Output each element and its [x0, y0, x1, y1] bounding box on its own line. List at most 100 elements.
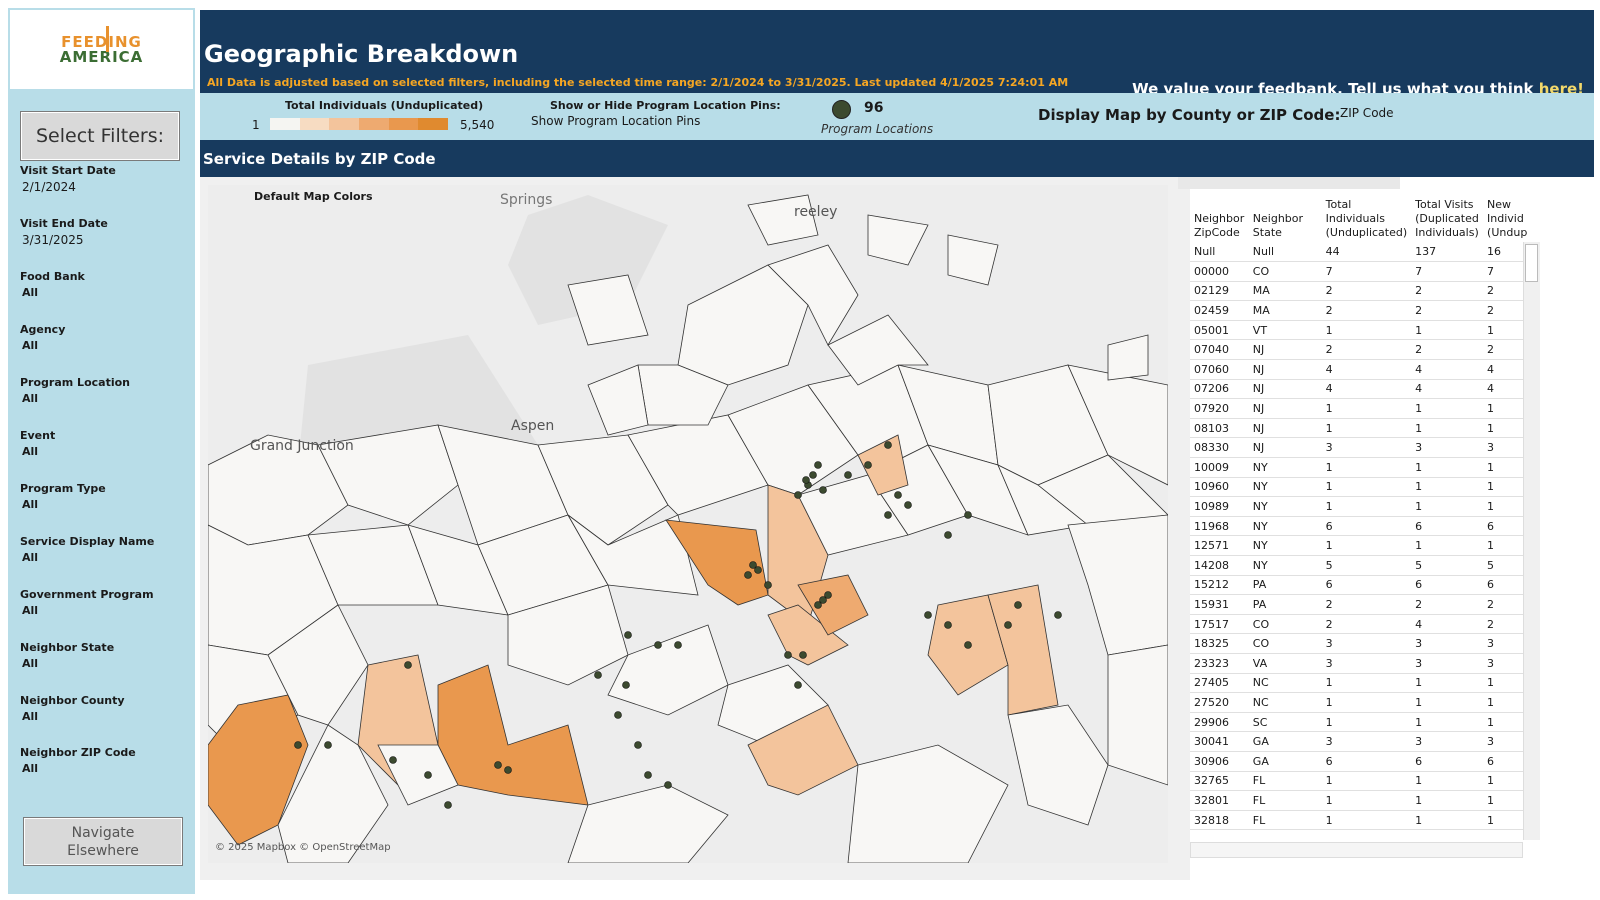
zip-region-15[interactable] [665, 519, 769, 606]
program-pin-21[interactable] [1004, 621, 1012, 629]
table-row[interactable]: 23323 VA 3 3 3 [1190, 653, 1540, 674]
program-pin-26[interactable] [594, 671, 602, 679]
column-header-1[interactable]: Neighbor State [1252, 212, 1304, 239]
zip-region-34[interactable] [987, 584, 1059, 716]
program-pin-2[interactable] [794, 491, 802, 499]
program-pin-14[interactable] [884, 511, 892, 519]
program-pin-5[interactable] [809, 471, 817, 479]
table-row[interactable]: 11968 NY 6 6 6 [1190, 516, 1540, 537]
program-pin-12[interactable] [864, 461, 872, 469]
zip-region-46[interactable] [587, 364, 649, 436]
program-pin-43[interactable] [904, 501, 912, 509]
table-row[interactable]: 18325 CO 3 3 3 [1190, 633, 1540, 654]
program-pin-37[interactable] [644, 771, 652, 779]
column-header-3[interactable]: Total Visits (Duplicated Individuals) [1415, 198, 1479, 239]
table-row[interactable]: 07060 NJ 4 4 4 [1190, 359, 1540, 380]
filter-3[interactable]: Agency All [20, 323, 190, 352]
zip-region-27[interactable] [507, 584, 629, 686]
select-filters-button[interactable]: Select Filters: [20, 111, 180, 161]
table-vertical-scrollbar[interactable] [1523, 242, 1540, 840]
navigate-elsewhere-button[interactable]: Navigate Elsewhere [23, 817, 183, 866]
zip-region-39[interactable] [277, 724, 389, 863]
program-pin-36[interactable] [504, 766, 512, 774]
program-pin-8[interactable] [744, 571, 752, 579]
table-row[interactable]: 27520 NC 1 1 1 [1190, 692, 1540, 713]
zip-region-14[interactable] [567, 514, 699, 596]
zip-region-47[interactable] [567, 274, 649, 346]
zip-region-32[interactable] [747, 704, 859, 796]
filter-value[interactable]: All [22, 551, 39, 564]
program-pin-24[interactable] [654, 641, 662, 649]
program-pin-18[interactable] [944, 621, 952, 629]
table-row[interactable]: 02459 MA 2 2 2 [1190, 300, 1540, 321]
program-pin-39[interactable] [784, 651, 792, 659]
zip-region-36[interactable] [567, 784, 729, 863]
program-pin-6[interactable] [749, 561, 757, 569]
zip-region-24[interactable] [267, 604, 369, 726]
zip-region-41[interactable] [1107, 644, 1168, 786]
filter-11[interactable]: Neighbor ZIP Code All [20, 746, 190, 775]
program-pin-4[interactable] [819, 486, 827, 494]
table-row[interactable]: 14208 NY 5 5 5 [1190, 555, 1540, 576]
program-pin-33[interactable] [424, 771, 432, 779]
program-pin-10[interactable] [819, 596, 827, 604]
table-scroll-thumb[interactable] [1525, 244, 1538, 282]
program-pin-45[interactable] [844, 471, 852, 479]
table-row[interactable]: 32818 FL 1 1 1 [1190, 810, 1540, 831]
table-row[interactable]: 08330 NJ 3 3 3 [1190, 437, 1540, 459]
filter-value[interactable]: All [22, 445, 39, 458]
zip-region-52[interactable] [377, 744, 459, 806]
program-pin-19[interactable] [964, 641, 972, 649]
zip-region-30[interactable] [767, 604, 849, 666]
table-row[interactable]: 12571 NY 1 1 1 [1190, 535, 1540, 556]
zip-region-44[interactable] [827, 314, 929, 386]
program-pin-9[interactable] [824, 591, 832, 599]
program-pin-17[interactable] [924, 611, 932, 619]
program-pin-7[interactable] [754, 566, 762, 574]
program-pin-3[interactable] [802, 476, 810, 484]
column-header-0[interactable]: Neighbor ZipCode [1194, 212, 1245, 239]
zip-region-38[interactable] [1007, 704, 1109, 826]
program-pin-27[interactable] [622, 681, 630, 689]
filter-value[interactable]: All [22, 604, 39, 617]
table-row[interactable]: 27405 NC 1 1 1 [1190, 673, 1540, 694]
program-pin-13[interactable] [894, 491, 902, 499]
filter-value[interactable]: All [22, 339, 39, 352]
zip-region-1[interactable] [317, 424, 459, 526]
column-header-2[interactable]: Total Individuals (Unduplicated) [1325, 198, 1408, 239]
table-row[interactable]: 30906 GA 6 6 6 [1190, 751, 1540, 772]
filter-value[interactable]: 2/1/2024 [22, 180, 76, 194]
table-row[interactable]: 10960 NY 1 1 1 [1190, 477, 1540, 498]
zip-region-50[interactable] [747, 194, 819, 246]
program-pin-46[interactable] [884, 441, 892, 449]
pins-toggle-dropdown[interactable]: Show Program Location Pins [531, 114, 701, 128]
program-pin-0[interactable] [814, 461, 822, 469]
filter-value[interactable]: All [22, 286, 39, 299]
filter-10[interactable]: Neighbor County All [20, 694, 190, 723]
program-pin-15[interactable] [964, 511, 972, 519]
zip-region-37[interactable] [847, 744, 1009, 863]
program-pin-44[interactable] [944, 531, 952, 539]
default-map-colors-label[interactable]: Default Map Colors [254, 190, 373, 203]
program-pin-30[interactable] [294, 741, 302, 749]
program-pin-34[interactable] [444, 801, 452, 809]
table-row[interactable]: 10009 NY 1 1 1 [1190, 457, 1540, 478]
table-row[interactable]: 07040 NJ 2 2 2 [1190, 339, 1540, 361]
table-row[interactable]: 10989 NY 1 1 1 [1190, 496, 1540, 517]
table-row[interactable]: 08103 NJ 1 1 1 [1190, 418, 1540, 439]
program-pin-41[interactable] [764, 581, 772, 589]
program-pin-11[interactable] [814, 601, 822, 609]
table-horizontal-scrollbar[interactable] [1190, 842, 1523, 858]
zip-region-5[interactable] [727, 384, 859, 496]
table-row[interactable]: 00000 CO 7 7 7 [1190, 261, 1540, 282]
program-pin-42[interactable] [794, 681, 802, 689]
table-row[interactable]: 07920 NJ 1 1 1 [1190, 398, 1540, 419]
display-map-dropdown[interactable]: ZIP Code [1340, 106, 1394, 120]
table-row[interactable]: 30041 GA 3 3 3 [1190, 731, 1540, 752]
filter-value[interactable]: All [22, 657, 39, 670]
program-pin-22[interactable] [799, 651, 807, 659]
program-pin-25[interactable] [674, 641, 682, 649]
zip-code-map[interactable]: Grand Junction Aspen Springs reeley Defa… [200, 177, 1190, 880]
filter-9[interactable]: Neighbor State All [20, 641, 190, 670]
program-pin-28[interactable] [614, 711, 622, 719]
